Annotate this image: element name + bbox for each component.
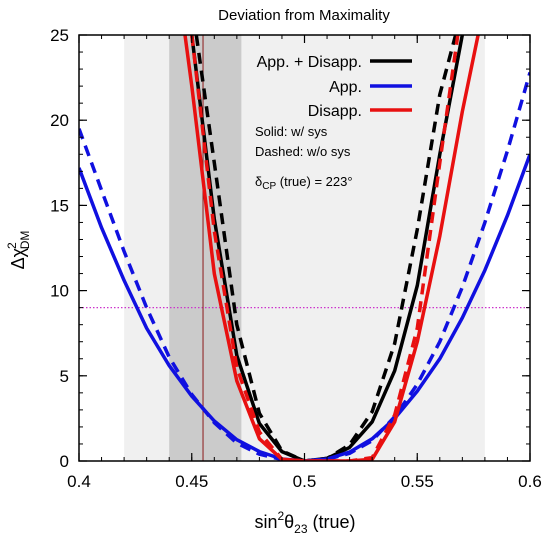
y-tick-label: 20 — [50, 111, 69, 130]
y-tick-label: 15 — [50, 196, 69, 215]
series-disapp-dashed — [190, 35, 460, 461]
chart-title: Deviation from Maximality — [218, 7, 390, 24]
series-app-dashed — [79, 72, 530, 461]
series-app-solid — [79, 153, 530, 461]
x-tick-label: 0.6 — [518, 472, 542, 491]
x-tick-label: 0.55 — [401, 472, 434, 491]
legend-label-app: App. — [329, 79, 362, 96]
x-tick-label: 0.4 — [67, 472, 91, 491]
series-disapp-solid — [183, 35, 480, 461]
y-tick-label: 0 — [60, 452, 69, 471]
y-tick-label: 10 — [50, 282, 69, 301]
legend-label-combined: App. + Disapp. — [257, 54, 362, 71]
x-tick-label: 0.45 — [175, 472, 208, 491]
x-tick-label: 0.5 — [293, 472, 317, 491]
legend: App. + Disapp. App. Disapp. — [257, 54, 412, 120]
legend-label-disapp: Disapp. — [308, 103, 362, 120]
note-dashed: Dashed: w/o sys — [255, 144, 351, 159]
y-tick-label: 5 — [60, 367, 69, 386]
x-axis-label: sin2θ23 (true) — [254, 509, 355, 536]
note-solid: Solid: w/ sys — [255, 124, 328, 139]
y-axis-label: Δχ2DM — [5, 231, 32, 270]
axis-ticks: 0.4 0.45 0.5 0.55 0.6 0 5 10 15 20 25 — [50, 26, 542, 491]
shaded-band-1 — [169, 35, 242, 461]
shaded-bands — [124, 35, 485, 461]
y-tick-label: 25 — [50, 26, 69, 45]
note-dcp: δCP (true) = 223° — [255, 174, 353, 192]
